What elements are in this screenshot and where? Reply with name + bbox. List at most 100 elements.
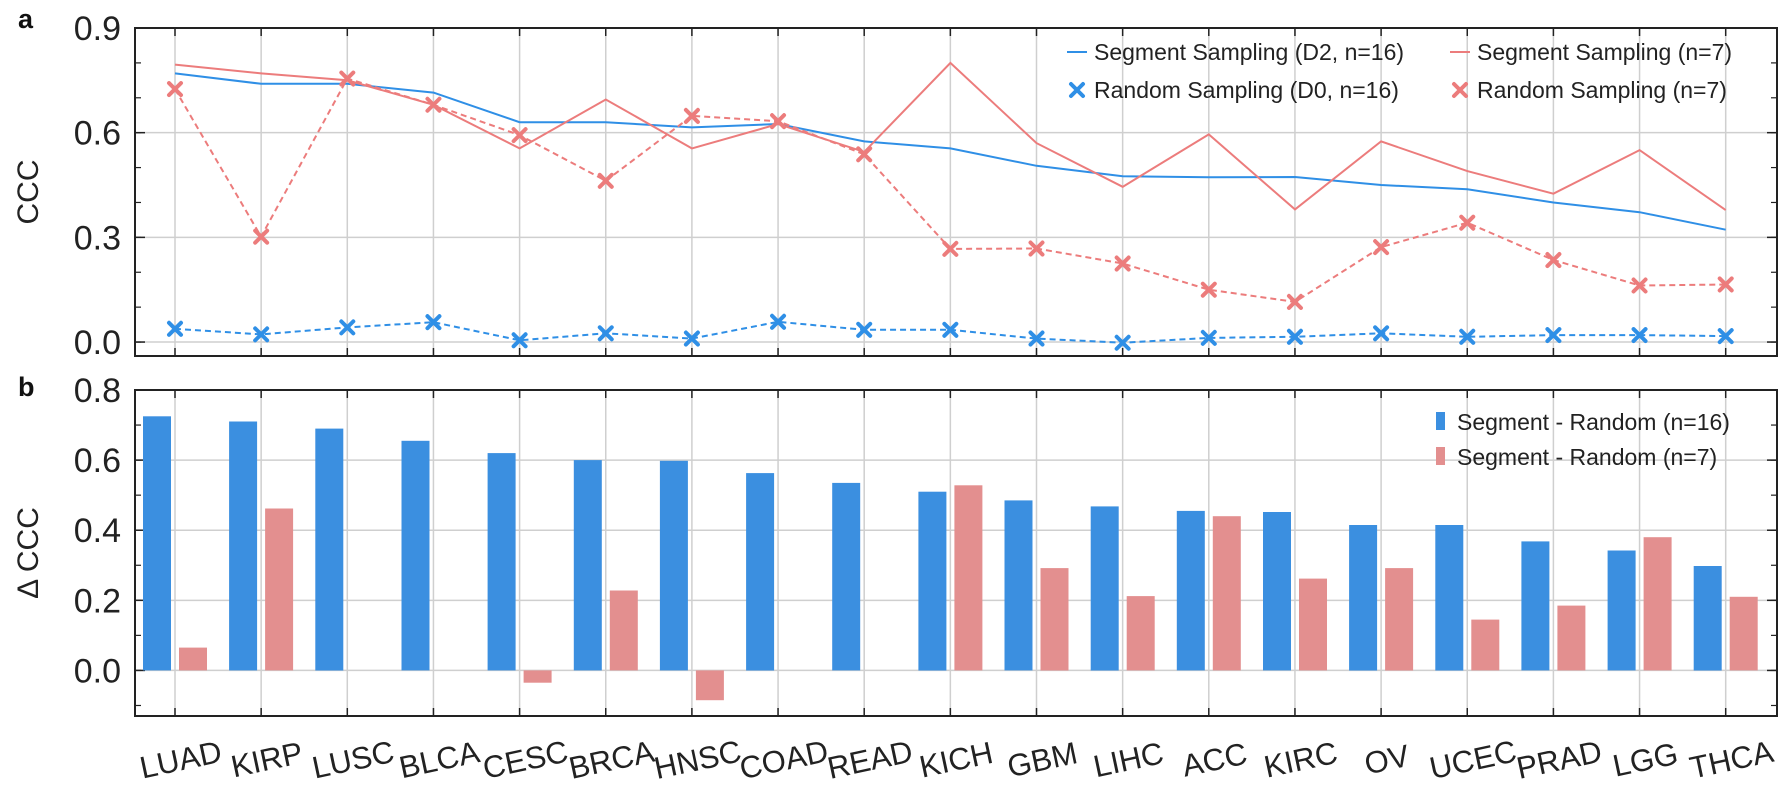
plot-frame <box>134 389 1778 717</box>
data-point <box>339 70 356 87</box>
data-point <box>1114 334 1131 351</box>
x-tick-label: BRCA <box>566 734 658 786</box>
data-point <box>683 330 700 347</box>
legend-label: Segment - Random (n=7) <box>1457 444 1717 470</box>
y-tick-label: 0.3 <box>74 219 121 257</box>
bar <box>918 491 947 671</box>
bar-series <box>143 416 1722 671</box>
line-series <box>167 313 1734 351</box>
data-point <box>1717 328 1734 345</box>
bar <box>229 421 258 671</box>
bar <box>832 482 861 671</box>
data-point <box>1545 327 1562 344</box>
bar <box>143 416 171 671</box>
legend-label: Random Sampling (n=7) <box>1477 77 1727 103</box>
x-tick-label: THCA <box>1687 734 1777 786</box>
x-tick-label: KICH <box>916 735 996 785</box>
data-point <box>511 332 528 349</box>
legend-label: Segment Sampling (n=7) <box>1477 39 1732 65</box>
bar <box>179 647 207 671</box>
bar <box>1521 541 1550 671</box>
y-axis-label: Δ CCC <box>12 507 45 599</box>
bar <box>1212 516 1241 671</box>
series-line <box>174 72 1726 231</box>
bar <box>1643 537 1672 671</box>
data-point <box>597 325 614 342</box>
data-point <box>1028 330 1045 347</box>
bar <box>523 670 552 683</box>
bar <box>1729 596 1758 671</box>
data-point <box>1717 276 1734 293</box>
x-tick-label: READ <box>824 734 916 786</box>
x-tick-label: PRAD <box>1513 734 1605 786</box>
bar <box>573 460 602 671</box>
bar <box>1176 510 1205 671</box>
legend-a: Segment Sampling (D2, n=16) Segment Sampl… <box>1067 39 1732 103</box>
x-tick-label: ACC <box>1179 736 1250 784</box>
bar <box>1693 566 1722 671</box>
y-tick-label: 0.9 <box>74 10 121 48</box>
data-point <box>1459 214 1476 231</box>
legend-label: Segment Sampling (D2, n=16) <box>1094 39 1404 65</box>
x-tick-label: CESC <box>480 734 572 786</box>
y-tick-label: 0.6 <box>74 115 121 153</box>
data-point <box>1373 239 1390 256</box>
data-point <box>1028 240 1045 257</box>
x-tick-label: LUSC <box>309 734 397 785</box>
bar <box>487 453 516 671</box>
x-tick-label: KIRP <box>228 735 306 784</box>
bar <box>315 428 344 671</box>
data-point <box>597 172 614 189</box>
legend-label: Random Sampling (D0, n=16) <box>1094 77 1399 103</box>
bar <box>265 508 294 671</box>
x-tick-label: COAD <box>736 733 831 786</box>
bar <box>659 460 688 671</box>
y-axis-label: CCC <box>12 160 45 225</box>
data-point <box>770 313 787 330</box>
x-tick-label: LIHC <box>1090 735 1166 784</box>
bar <box>609 590 638 671</box>
data-point <box>1200 281 1217 298</box>
bar <box>1471 619 1500 671</box>
data-point <box>253 228 270 245</box>
bar <box>1557 605 1586 671</box>
legend-label: Segment - Random (n=16) <box>1457 409 1730 435</box>
x-tick-label: LGG <box>1610 736 1681 784</box>
data-point <box>1545 252 1562 269</box>
data-point <box>511 127 528 144</box>
data-point <box>1200 329 1217 346</box>
data-point <box>425 96 442 113</box>
legend-marker <box>1069 82 1085 98</box>
y-tick-label: 0.2 <box>74 582 121 620</box>
legend-swatch <box>1436 447 1445 465</box>
data-point <box>1373 325 1390 342</box>
bar-series <box>179 485 1758 701</box>
bar <box>1385 568 1414 671</box>
x-tick-label: OV <box>1361 738 1412 782</box>
bar <box>1090 506 1119 671</box>
bar <box>1349 525 1378 671</box>
legend-swatch <box>1436 412 1445 430</box>
bar <box>1435 525 1464 671</box>
line-series <box>174 72 1726 231</box>
data-point <box>856 146 873 163</box>
bar <box>746 473 775 671</box>
data-point <box>167 81 183 98</box>
bar <box>1607 550 1636 671</box>
y-tick-label: 0.6 <box>74 442 121 480</box>
legend-b: Segment - Random (n=16) Segment - Random … <box>1436 409 1730 470</box>
x-tick-label: BLCA <box>396 734 483 785</box>
y-tick-label: 0.8 <box>74 372 121 410</box>
data-point <box>942 240 959 257</box>
data-point <box>683 107 700 124</box>
bar <box>1126 596 1155 671</box>
data-point <box>1631 277 1648 294</box>
data-point <box>1631 327 1648 344</box>
data-point <box>942 321 959 338</box>
y-tick-label: 0.4 <box>74 512 121 550</box>
data-point <box>1286 328 1303 345</box>
